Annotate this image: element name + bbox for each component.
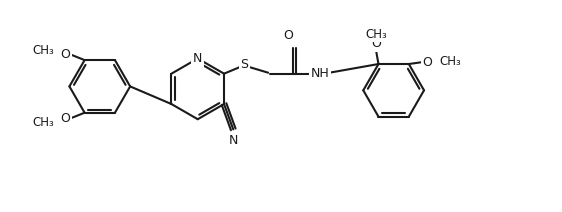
- Text: NH: NH: [311, 67, 329, 80]
- Text: N: N: [193, 52, 202, 65]
- Text: S: S: [241, 58, 248, 71]
- Text: CH₃: CH₃: [32, 116, 54, 129]
- Text: O: O: [423, 56, 432, 68]
- Text: O: O: [283, 29, 293, 42]
- Text: O: O: [60, 112, 70, 125]
- Text: N: N: [229, 134, 238, 147]
- Text: CH₃: CH₃: [439, 54, 461, 68]
- Text: CH₃: CH₃: [365, 28, 387, 40]
- Text: O: O: [60, 48, 70, 61]
- Text: CH₃: CH₃: [32, 44, 54, 57]
- Text: O: O: [371, 37, 381, 50]
